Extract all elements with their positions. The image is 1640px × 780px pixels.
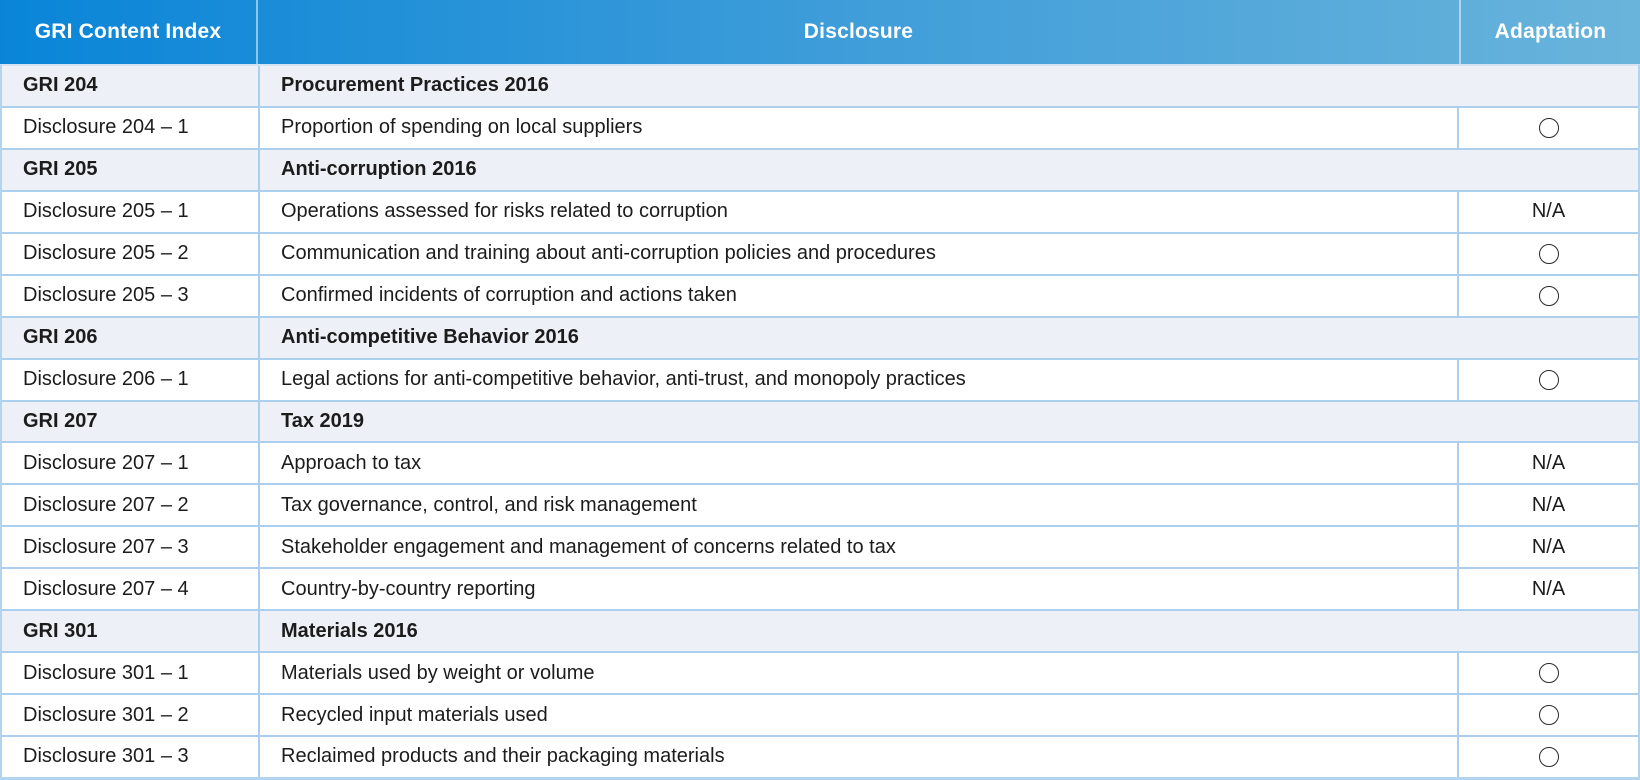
adaptation-na-text: N/A xyxy=(1531,451,1566,474)
adaptation-cell xyxy=(1457,653,1638,694)
disclosure-description: Tax governance, control, and risk manage… xyxy=(258,485,1457,526)
adaptation-circle-icon xyxy=(1538,369,1559,390)
section-title: Procurement Practices 2016 xyxy=(258,66,1638,106)
adaptation-na-text: N/A xyxy=(1531,200,1566,223)
table-row: Disclosure 301 – 1 Materials used by weig… xyxy=(2,653,1638,696)
section-code: GRI 205 xyxy=(23,158,98,181)
adaptation-cell xyxy=(1457,233,1638,274)
table-body: GRI 204 Procurement Practices 2016 Disclos… xyxy=(0,64,1640,780)
disclosure-description: Proportion of spending on local supplier… xyxy=(258,107,1457,148)
adaptation-cell xyxy=(1457,737,1638,777)
adaptation-circle-icon xyxy=(1538,746,1559,767)
table-row: Disclosure 207 – 1 Approach to tax N/A xyxy=(2,443,1638,486)
column-header-disclosure: Disclosure xyxy=(256,0,1459,64)
adaptation-cell xyxy=(1457,107,1638,148)
adaptation-circle-icon xyxy=(1538,117,1559,138)
disclosure-description: Approach to tax xyxy=(258,443,1457,484)
disclosure-description: Legal actions for anti-competitive behav… xyxy=(258,359,1457,400)
adaptation-na-text: N/A xyxy=(1531,493,1566,516)
adaptation-na-text: N/A xyxy=(1531,577,1566,600)
section-header-row: GRI 301 Materials 2016 xyxy=(2,611,1638,654)
table-row: Disclosure 301 – 3 Reclaimed products and… xyxy=(2,737,1638,777)
adaptation-cell: N/A xyxy=(1457,569,1638,610)
section-title: Tax 2019 xyxy=(258,401,1638,442)
section-code: GRI 206 xyxy=(23,326,98,349)
disclosure-id: Disclosure 207 – 4 xyxy=(23,577,189,600)
disclosure-id: Disclosure 207 – 2 xyxy=(23,493,189,516)
table-row: Disclosure 207 – 2 Tax governance, contro… xyxy=(2,485,1638,528)
disclosure-description: Materials used by weight or volume xyxy=(258,653,1457,694)
table-row: Disclosure 301 – 2 Recycled input materia… xyxy=(2,695,1638,737)
table-row: Disclosure 205 – 1 Operations assessed fo… xyxy=(2,191,1638,234)
adaptation-cell xyxy=(1457,359,1638,400)
section-code: GRI 301 xyxy=(23,619,98,642)
table-row: Disclosure 206 – 1 Legal actions for anti… xyxy=(2,359,1638,402)
adaptation-circle-icon xyxy=(1538,705,1559,726)
disclosure-description: Reclaimed products and their packaging m… xyxy=(258,737,1457,777)
section-code: GRI 207 xyxy=(23,409,98,432)
adaptation-circle-icon xyxy=(1538,243,1559,264)
disclosure-description: Confirmed incidents of corruption and ac… xyxy=(258,275,1457,316)
section-header-row: GRI 206 Anti-competitive Behavior 2016 xyxy=(2,317,1638,360)
column-header-gri-content-index: GRI Content Index xyxy=(34,20,222,43)
table-header-row: GRI Content Index Disclosure Adaptation xyxy=(0,0,1640,64)
disclosure-id: Disclosure 301 – 2 xyxy=(23,703,189,726)
disclosure-description: Communication and training about anti-co… xyxy=(258,233,1457,274)
disclosure-id: Disclosure 205 – 3 xyxy=(23,284,189,307)
disclosure-id: Disclosure 205 – 1 xyxy=(23,200,189,223)
section-header-row: GRI 205 Anti-corruption 2016 xyxy=(2,149,1638,192)
disclosure-id: Disclosure 301 – 3 xyxy=(23,745,189,768)
disclosure-description: Country-by-country reporting xyxy=(258,569,1457,610)
section-header-row: GRI 204 Procurement Practices 2016 xyxy=(2,66,1638,108)
table-row: Disclosure 207 – 3 Stakeholder engagement… xyxy=(2,527,1638,570)
adaptation-cell: N/A xyxy=(1457,443,1638,484)
disclosure-id: Disclosure 204 – 1 xyxy=(23,116,189,139)
adaptation-cell: N/A xyxy=(1457,191,1638,232)
disclosure-description: Recycled input materials used xyxy=(258,695,1457,735)
section-title: Materials 2016 xyxy=(258,611,1638,652)
adaptation-na-text: N/A xyxy=(1531,535,1566,558)
disclosure-id: Disclosure 206 – 1 xyxy=(23,368,189,391)
disclosure-description: Operations assessed for risks related to… xyxy=(258,191,1457,232)
table-row: Disclosure 205 – 2 Communication and trai… xyxy=(2,233,1638,276)
table-row: Disclosure 205 – 3 Confirmed incidents of… xyxy=(2,275,1638,318)
disclosure-id: Disclosure 301 – 1 xyxy=(23,661,189,684)
section-title: Anti-corruption 2016 xyxy=(258,149,1638,190)
adaptation-cell: N/A xyxy=(1457,485,1638,526)
adaptation-cell xyxy=(1457,275,1638,316)
disclosure-description: Stakeholder engagement and management of… xyxy=(258,527,1457,568)
table-row: Disclosure 207 – 4 Country-by-country rep… xyxy=(2,569,1638,612)
adaptation-circle-icon xyxy=(1538,285,1559,306)
disclosure-id: Disclosure 207 – 1 xyxy=(23,451,189,474)
disclosure-id: Disclosure 205 – 2 xyxy=(23,242,189,265)
section-header-row: GRI 207 Tax 2019 xyxy=(2,401,1638,444)
table-row: Disclosure 204 – 1 Proportion of spending… xyxy=(2,107,1638,150)
disclosure-id: Disclosure 207 – 3 xyxy=(23,535,189,558)
section-code: GRI 204 xyxy=(23,74,98,97)
column-header-adaptation: Adaptation xyxy=(1459,0,1640,64)
adaptation-circle-icon xyxy=(1538,663,1559,684)
adaptation-cell: N/A xyxy=(1457,527,1638,568)
adaptation-cell xyxy=(1457,695,1638,735)
section-title: Anti-competitive Behavior 2016 xyxy=(258,317,1638,358)
